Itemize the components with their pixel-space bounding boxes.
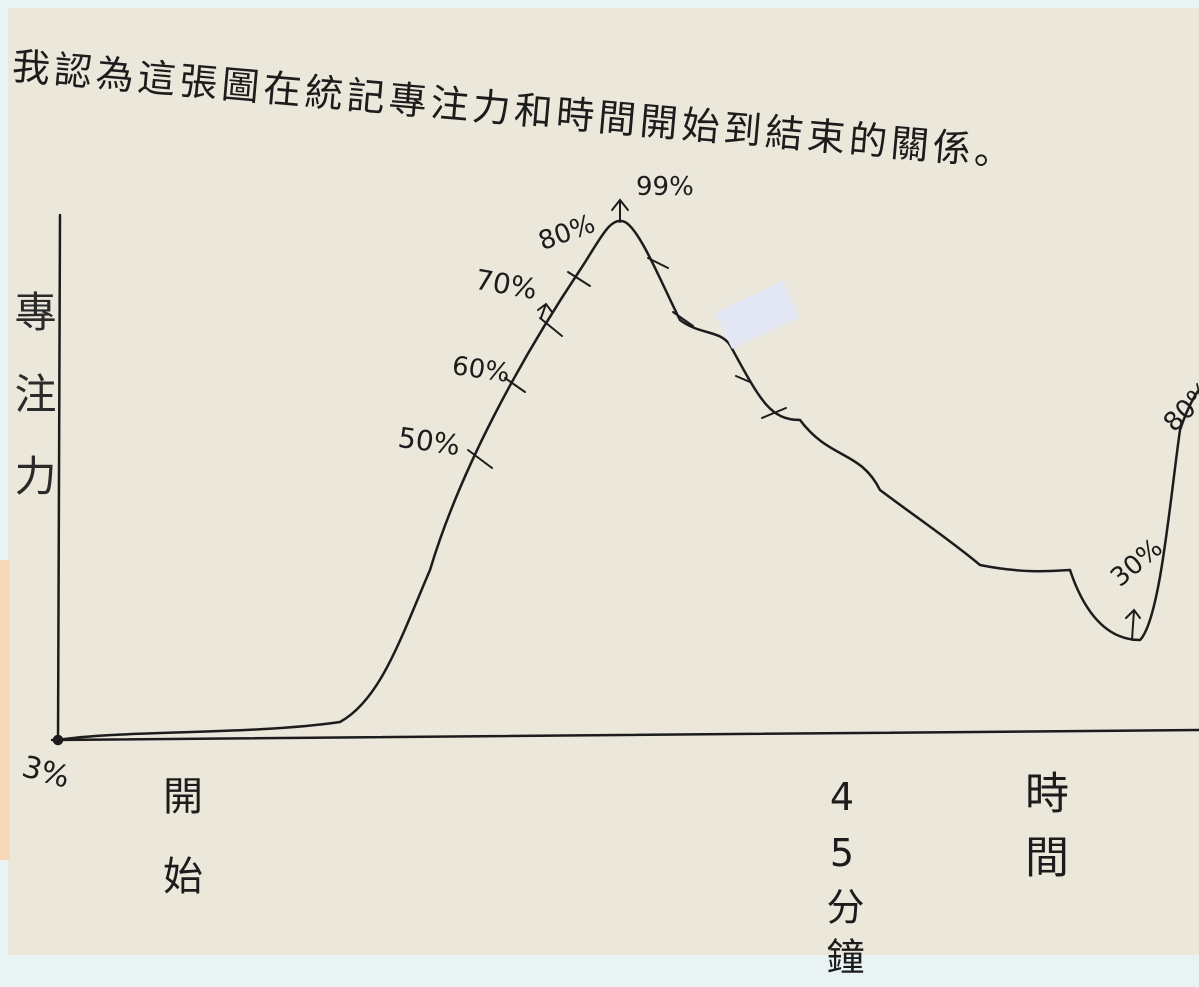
y-axis-label: 專注力 bbox=[8, 290, 57, 536]
attention-curve bbox=[56, 219, 1199, 742]
origin-dot bbox=[52, 734, 64, 746]
highlight bbox=[715, 280, 800, 349]
arrow bbox=[537, 302, 553, 319]
y-axis bbox=[56, 213, 62, 744]
curve-ticks bbox=[467, 257, 787, 469]
paper bbox=[8, 8, 1199, 955]
peak-arrow bbox=[611, 198, 629, 223]
page: 我認為這張圖在統記專注力和時間開始到結束的關係。 專注力 開始 45分鐘 時間 … bbox=[0, 8, 1199, 987]
x-axis bbox=[50, 728, 1199, 742]
x-label-start: 開始 bbox=[156, 775, 202, 935]
annotation: 99% bbox=[636, 172, 694, 202]
x-label-45min: 45分鐘 bbox=[820, 775, 864, 987]
x-label-time: 時間 bbox=[1017, 770, 1068, 898]
edge-strip bbox=[0, 560, 10, 860]
arrow bbox=[1125, 608, 1141, 641]
drawing bbox=[50, 198, 1199, 746]
